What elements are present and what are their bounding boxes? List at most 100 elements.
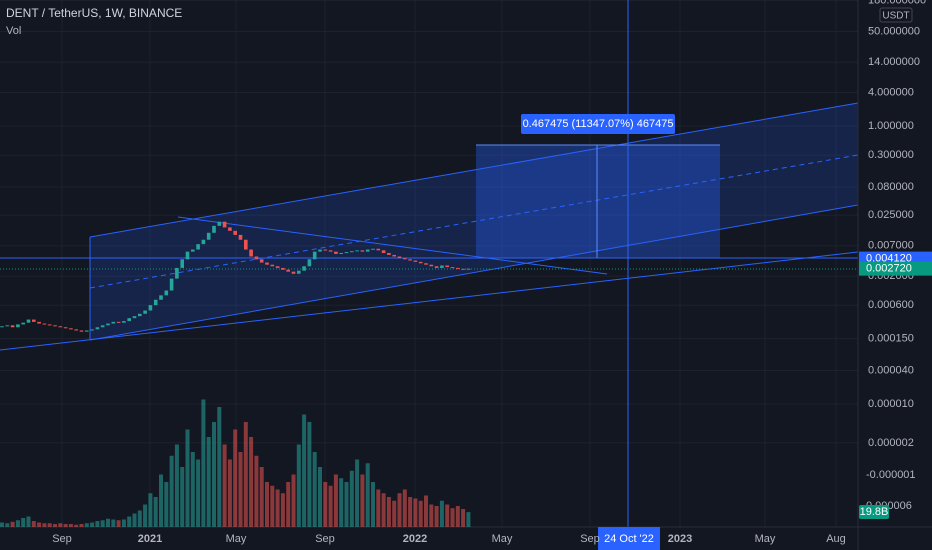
drawings bbox=[0, 0, 859, 527]
candle bbox=[42, 323, 47, 325]
candle bbox=[461, 268, 465, 270]
volume-bar bbox=[222, 444, 227, 527]
candle bbox=[111, 321, 116, 324]
volume-bar bbox=[408, 497, 413, 527]
candle bbox=[355, 250, 359, 252]
candle bbox=[249, 249, 253, 257]
candle bbox=[259, 259, 264, 263]
candle bbox=[307, 259, 312, 267]
price-tick-label: 0.025000 bbox=[868, 209, 914, 221]
measure-box bbox=[476, 145, 720, 258]
trend-line bbox=[0, 251, 859, 351]
candle bbox=[180, 259, 184, 268]
volume-bar bbox=[217, 407, 222, 527]
volume-bar bbox=[143, 504, 148, 527]
indicator: Vol bbox=[6, 25, 21, 37]
volume-bar bbox=[291, 474, 296, 527]
volume-bar bbox=[26, 516, 31, 527]
volume-bar bbox=[0, 522, 4, 527]
candle bbox=[79, 330, 84, 332]
volume-bar bbox=[439, 500, 444, 527]
volume-bar bbox=[132, 513, 137, 527]
volume-bar bbox=[58, 523, 63, 527]
volume-bar bbox=[381, 493, 386, 527]
candle bbox=[334, 251, 338, 254]
measure-label: 0.467475 (11347.07%) 467475 bbox=[523, 118, 674, 130]
volume-bar bbox=[339, 478, 344, 527]
volume-bar bbox=[249, 437, 254, 527]
volume-bar bbox=[21, 518, 26, 527]
volume-bar bbox=[100, 520, 105, 527]
candle bbox=[312, 251, 317, 260]
candle bbox=[408, 259, 412, 261]
candle bbox=[371, 248, 375, 250]
price-tick-label: 4.000000 bbox=[868, 86, 914, 98]
volume-bar bbox=[47, 523, 52, 527]
volume-bar bbox=[106, 518, 110, 527]
volume-bar bbox=[434, 506, 439, 527]
volume-bar bbox=[74, 524, 79, 527]
volume-bar bbox=[15, 520, 20, 527]
currency: USDT bbox=[882, 11, 909, 22]
volume-bar bbox=[227, 459, 232, 527]
volume-bar bbox=[137, 510, 142, 527]
volume-bar bbox=[392, 500, 397, 527]
candle bbox=[281, 267, 285, 270]
candle bbox=[32, 319, 36, 322]
volume-bar bbox=[265, 482, 269, 527]
candle bbox=[37, 321, 41, 324]
volume-bar bbox=[371, 482, 375, 527]
volume-bar bbox=[455, 506, 460, 527]
time-tick-label: May bbox=[226, 533, 247, 545]
candle bbox=[47, 324, 52, 326]
price-tick-label: 0.000010 bbox=[868, 398, 914, 410]
price-tick-label: 180.000000 bbox=[868, 0, 926, 7]
volume-bar bbox=[333, 474, 338, 527]
candle bbox=[143, 310, 147, 314]
candle bbox=[302, 266, 306, 271]
volume-bar bbox=[424, 495, 428, 527]
volume-bar bbox=[121, 519, 126, 527]
candle bbox=[429, 264, 434, 267]
volume-bar bbox=[31, 521, 36, 527]
candle bbox=[127, 318, 131, 322]
time-tick-label: Sep bbox=[580, 533, 600, 545]
candle bbox=[10, 325, 15, 328]
candle bbox=[90, 329, 94, 331]
candle bbox=[222, 221, 227, 228]
volume-marker: 19.8B bbox=[860, 506, 889, 518]
candle bbox=[318, 249, 322, 252]
volume-bar bbox=[302, 414, 307, 527]
candle bbox=[100, 325, 105, 328]
volume-bar bbox=[280, 493, 285, 527]
candle bbox=[159, 295, 163, 300]
volume-tick-label: -0.000001 bbox=[866, 469, 916, 481]
candle bbox=[440, 265, 444, 268]
candle bbox=[58, 326, 63, 328]
candle bbox=[212, 225, 216, 233]
price-tick-label: 14.000000 bbox=[868, 56, 920, 68]
candle bbox=[328, 250, 333, 252]
candle bbox=[196, 244, 200, 250]
candle bbox=[339, 252, 343, 254]
volume-bar bbox=[344, 482, 349, 527]
volume-bar bbox=[286, 482, 291, 527]
crosshair-label-box bbox=[598, 527, 660, 550]
candle bbox=[206, 232, 211, 240]
volume-bar bbox=[386, 497, 391, 527]
candle bbox=[365, 249, 370, 252]
volume-marker-box bbox=[859, 505, 889, 519]
candle bbox=[434, 266, 439, 268]
volume-bar bbox=[365, 463, 370, 527]
volume-bar bbox=[95, 521, 100, 527]
volume-bar bbox=[461, 509, 466, 527]
candle bbox=[74, 329, 78, 331]
time-tick-label: Aug bbox=[826, 533, 846, 545]
candle bbox=[153, 299, 158, 306]
volume-bar bbox=[148, 493, 153, 527]
currency-box bbox=[879, 7, 913, 23]
volume-bar bbox=[413, 498, 418, 527]
volume-bar bbox=[397, 493, 402, 527]
volume-bar bbox=[323, 482, 328, 527]
